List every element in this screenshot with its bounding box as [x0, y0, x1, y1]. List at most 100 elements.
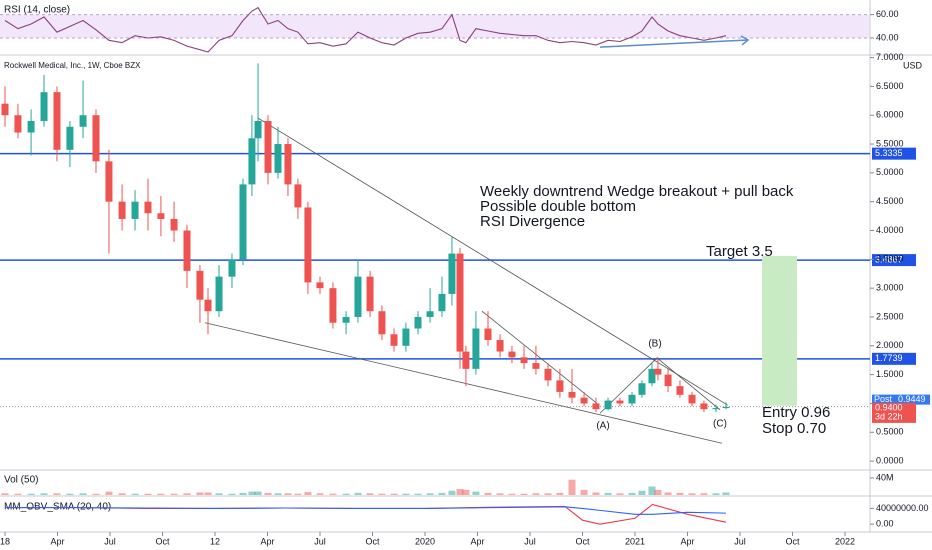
candle-body: [472, 328, 480, 369]
volume-bar: [228, 493, 236, 495]
volume-bar: [144, 493, 152, 495]
candle-body: [228, 259, 236, 277]
trendline: [204, 322, 723, 444]
volume-bar: [329, 493, 337, 495]
candle-body: [496, 340, 504, 352]
y-tick-label: 5.0000: [876, 167, 904, 177]
x-tick-label: 2022: [835, 536, 855, 546]
candle-body: [14, 115, 22, 133]
volume-bar: [592, 492, 600, 495]
candle-body: [284, 144, 292, 185]
candle-body: [316, 282, 324, 289]
x-tick-label: Jul: [524, 536, 536, 546]
volume-bar: [264, 492, 272, 495]
y-tick-label: 0.00: [876, 519, 894, 529]
candle-body: [131, 201, 139, 219]
x-tick-label: Oct: [575, 536, 590, 546]
x-tick-label: Oct: [785, 536, 800, 546]
candle-body: [1, 103, 9, 116]
candle-body: [248, 138, 256, 185]
candle-body: [568, 391, 576, 398]
x-tick-label: Jul: [314, 536, 326, 546]
y-tick-label: 40.00: [876, 32, 899, 42]
volume-bar: [66, 493, 74, 495]
candle-body: [66, 126, 74, 150]
candle-body: [508, 351, 516, 358]
volume-bar: [484, 492, 492, 495]
candle-body: [390, 334, 398, 346]
candle-body: [294, 184, 302, 208]
rsi-band: [0, 14, 870, 38]
candle-body: [79, 115, 87, 127]
series-line: [4, 6, 727, 53]
candle-body: [520, 357, 528, 364]
volume-bar: [520, 493, 528, 495]
x-tick-label: 2021: [625, 536, 645, 546]
candle-body: [676, 386, 684, 395]
y-tick-label: 40000000.00: [876, 503, 929, 513]
target-label: Target 3.5: [706, 243, 773, 260]
x-tick-label: Oct: [155, 536, 170, 546]
note: Weekly downtrend Wedge breakout + pull b…: [480, 183, 794, 200]
close-value: 0.9400: [875, 402, 903, 412]
candle-body: [648, 368, 656, 384]
volume-bar: [170, 493, 178, 495]
volume-bar: [568, 479, 576, 495]
volume-bar: [556, 492, 564, 495]
price-tag: [872, 394, 930, 405]
volume-bar: [616, 493, 624, 495]
vol-label: Vol (50): [4, 475, 38, 486]
volume-bar: [294, 493, 302, 495]
rsi-label: RSI (14, close): [4, 5, 70, 16]
currency: USD: [903, 60, 923, 70]
volume-bar: [426, 493, 434, 495]
candle-body: [688, 394, 696, 404]
symbol-title: Rockwell Medical, Inc., 1W, Cboe BZX: [4, 61, 141, 70]
candle-body: [638, 383, 646, 395]
volume-bar: [53, 493, 61, 495]
x-tick-label: 18: [0, 536, 10, 546]
volume-bar: [438, 492, 446, 495]
volume-bar: [676, 492, 684, 495]
volume-bar: [239, 492, 247, 495]
volume-bar: [215, 493, 223, 495]
candle-body: [144, 201, 152, 214]
volume-bar: [354, 492, 362, 495]
y-tick-label: 3.0000: [876, 283, 904, 293]
x-tick-label: Apr: [50, 536, 64, 546]
x-tick-label: Jul: [734, 536, 746, 546]
candle-body: [604, 400, 612, 410]
volume-bar: [248, 491, 256, 495]
x-tick-label: 12: [210, 536, 220, 546]
y-tick-label: 4.0000: [876, 225, 904, 235]
candle-body: [462, 351, 470, 369]
stop-label: Stop 0.70: [762, 420, 826, 437]
candle-body: [456, 253, 464, 352]
x-tick-label: Apr: [260, 536, 274, 546]
price-tag-label: 3.4867: [875, 254, 903, 264]
post-value: 0.9449: [898, 394, 926, 404]
volume-bar: [342, 493, 350, 495]
volume-bar: [254, 491, 262, 495]
post-label: Post: [874, 394, 893, 404]
candle-body: [426, 311, 434, 317]
candle-body: [329, 288, 337, 323]
volume-bar: [390, 493, 398, 495]
volume-bar: [472, 491, 480, 495]
candle-body: [414, 316, 422, 329]
y-tick-label: 60.00: [876, 9, 899, 19]
candle-body: [580, 397, 588, 404]
divergence-arrow: [599, 39, 749, 48]
x-tick-label: Apr: [470, 536, 484, 546]
candle-body: [700, 403, 708, 410]
volume-bar: [604, 492, 612, 495]
volume-bar: [14, 493, 22, 495]
y-tick-label: 0.0000: [876, 455, 904, 465]
y-tick-label: 6.0000: [876, 110, 904, 120]
price-tag: [872, 402, 916, 423]
candle-body: [40, 92, 48, 121]
volume-bar: [532, 493, 540, 495]
volume-bar: [402, 493, 410, 495]
volume-bar: [105, 491, 113, 495]
volume-bar: [79, 493, 87, 495]
